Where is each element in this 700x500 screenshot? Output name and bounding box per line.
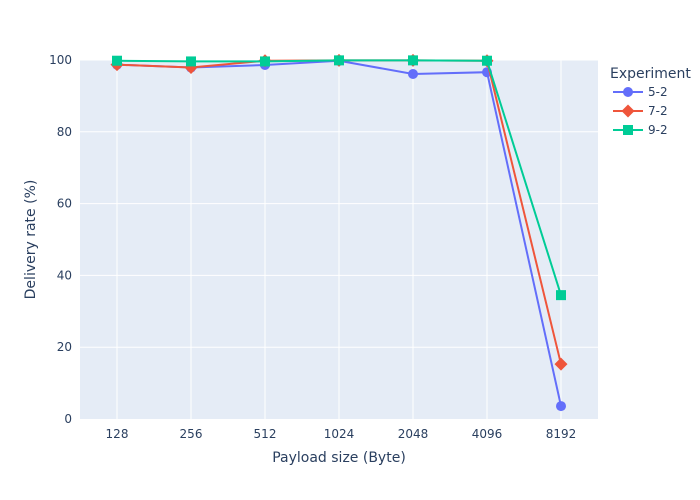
- x-axis-title: Payload size (Byte): [272, 450, 406, 466]
- legend-swatch-marker: [623, 125, 633, 135]
- x-tick-label: 512: [254, 427, 277, 441]
- y-tick-label: 40: [57, 268, 72, 282]
- legend-swatch-marker: [623, 87, 633, 97]
- data-point: [556, 290, 566, 301]
- data-point: [554, 357, 568, 371]
- legend-item[interactable]: 9-2: [613, 123, 668, 137]
- data-point: [186, 56, 196, 67]
- legend: Experiment 5-2 7-2 9-2: [610, 66, 691, 137]
- x-tick-label: 1024: [324, 427, 355, 441]
- x-tick-label: 128: [106, 427, 129, 441]
- data-point: [334, 55, 344, 66]
- x-tick-label: 4096: [472, 427, 503, 441]
- legend-title: Experiment: [610, 66, 691, 82]
- x-tick-label: 2048: [398, 427, 429, 441]
- data-point: [408, 55, 418, 66]
- legend-label: 9-2: [648, 123, 668, 137]
- y-axis-ticks: 0 20 40 60 80 100: [49, 53, 72, 426]
- legend-item[interactable]: 7-2: [613, 104, 668, 118]
- legend-label: 7-2: [648, 104, 668, 118]
- data-point: [112, 55, 122, 66]
- legend-label: 5-2: [648, 85, 668, 99]
- legend-item[interactable]: 5-2: [613, 85, 668, 99]
- y-tick-label: 100: [49, 53, 72, 67]
- y-axis-title: Delivery rate (%): [23, 180, 39, 300]
- legend-swatch-marker: [621, 104, 635, 118]
- x-axis-ticks: 128 256 512 1024 2048 4096 8192: [106, 427, 577, 441]
- y-tick-label: 0: [64, 412, 72, 426]
- y-tick-label: 80: [57, 125, 72, 139]
- data-point: [260, 56, 270, 67]
- series-layer: [110, 53, 568, 412]
- gridlines: [80, 59, 598, 419]
- x-tick-label: 256: [180, 427, 203, 441]
- series-9-2: [112, 55, 566, 301]
- data-point: [556, 401, 566, 412]
- x-tick-label: 8192: [546, 427, 577, 441]
- y-tick-label: 60: [57, 197, 72, 211]
- y-tick-label: 20: [57, 340, 72, 354]
- data-point: [408, 69, 418, 80]
- data-point: [482, 55, 492, 66]
